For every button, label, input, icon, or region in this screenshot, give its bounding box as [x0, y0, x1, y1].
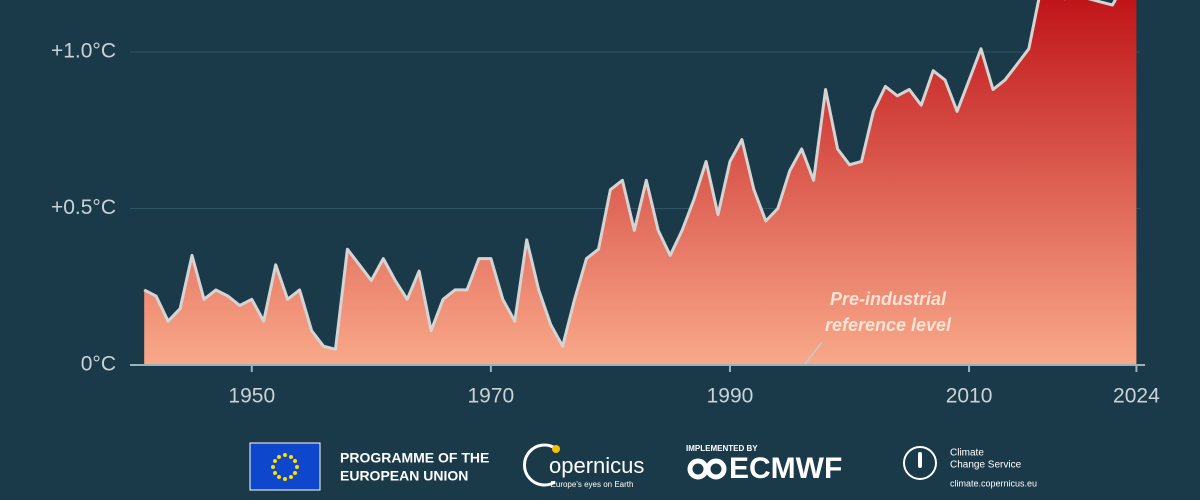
y-tick-label: +0.5°C: [51, 196, 116, 219]
x-tick-label: 2010: [946, 385, 993, 408]
c3s-text: Climate: [950, 448, 984, 459]
ecmwf-logo: ECMWF: [729, 452, 842, 485]
c3s-icon: [903, 446, 937, 480]
x-tick-label: 1990: [707, 385, 754, 408]
area-fill: [144, 0, 1137, 365]
c3s-text: Change Service: [950, 460, 1022, 471]
copernicus-dot: [552, 445, 560, 453]
copernicus-logo: opernicus: [549, 453, 644, 478]
line: [143, 0, 1117, 351]
annotation: Pre-industrial: [830, 289, 947, 309]
eu-text: EUROPEAN UNION: [340, 468, 468, 484]
c3s-thermometer: [918, 452, 922, 468]
x-tick-label: 1950: [228, 385, 275, 408]
y-tick-label: 0°C: [81, 353, 116, 376]
annotation: reference level: [825, 315, 952, 335]
x-tick-label: 2024: [1113, 385, 1160, 408]
c3s-url: climate.copernicus.eu: [950, 478, 1037, 488]
annotation-pointer: [804, 341, 823, 365]
x-tick-label: 1970: [468, 385, 515, 408]
eu-stars: [271, 453, 299, 481]
implemented-by: IMPLEMENTED BY: [686, 444, 758, 453]
eu-flag: [249, 442, 321, 491]
footer: PROGRAMME OF THE EUROPEAN UNION opernicu…: [249, 442, 1037, 491]
y-tick-label: +1.0°C: [51, 40, 116, 63]
eu-text: PROGRAMME OF THE: [340, 450, 489, 466]
ecmwf-symbol: [687, 458, 727, 480]
copernicus-tagline: Europe's eyes on Earth: [551, 480, 634, 489]
copernicus-c: [523, 443, 556, 487]
